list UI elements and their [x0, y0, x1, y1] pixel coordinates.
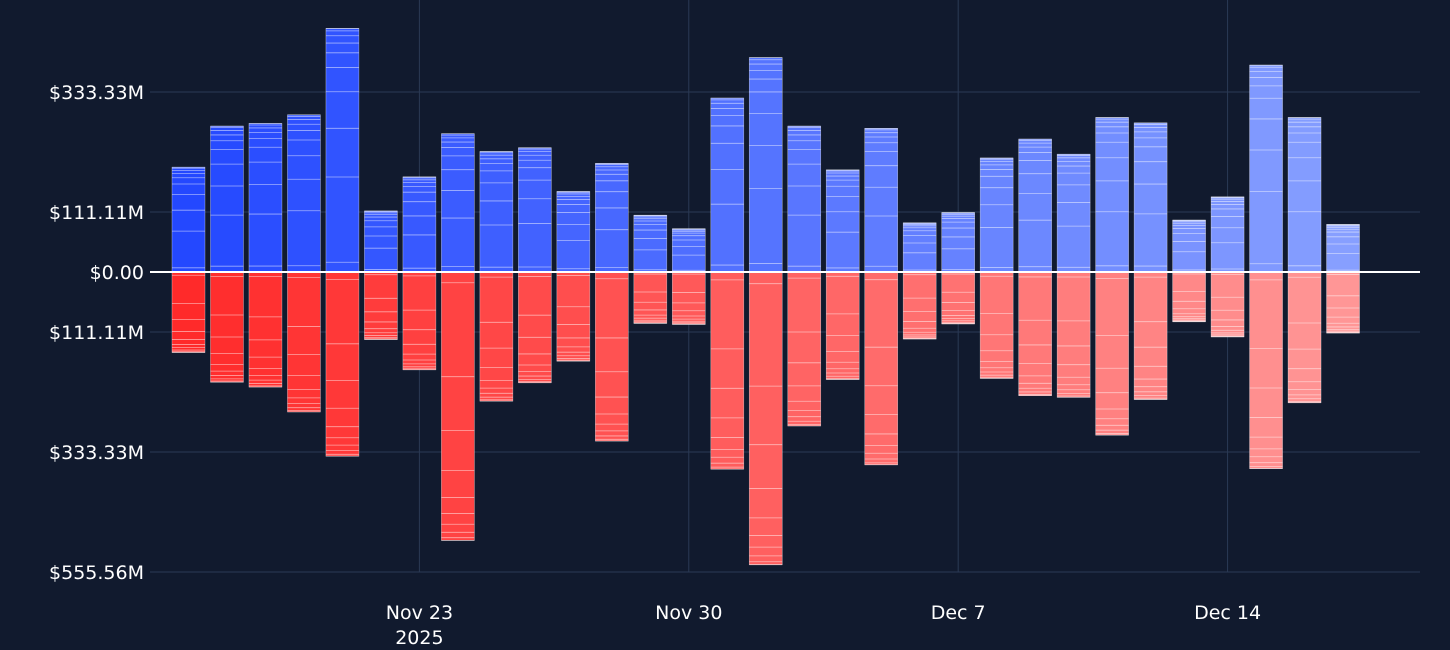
outflow-bar[interactable]	[518, 271, 552, 384]
inflow-bar[interactable]	[1095, 117, 1129, 273]
y-tick-label: $333.33M	[49, 82, 144, 104]
inflow-bar[interactable]	[479, 151, 514, 273]
inflow-bar[interactable]	[979, 157, 1014, 273]
x-tick-label: Nov 23	[386, 602, 453, 624]
y-axis-ticks: $333.33M $111.11M $0.00 $111.11M $333.33M $55…	[49, 82, 144, 584]
inflow-bar[interactable]	[902, 222, 937, 273]
outflow-bar[interactable]	[787, 271, 822, 427]
y-tick-label: $111.11M	[49, 322, 144, 344]
inflow-bar[interactable]	[864, 128, 899, 273]
inflow-bar[interactable]	[595, 163, 629, 273]
outflow-bar[interactable]	[1172, 271, 1206, 322]
outflow-bar[interactable]	[1326, 271, 1360, 334]
inflow-bar[interactable]	[1056, 153, 1091, 273]
outflow-bar[interactable]	[671, 271, 706, 325]
inflow-bar[interactable]	[287, 114, 321, 273]
outflow-bar[interactable]	[825, 271, 860, 380]
outflow-bar[interactable]	[1287, 271, 1322, 403]
outflow-bar[interactable]	[441, 271, 475, 541]
inflow-bar[interactable]	[556, 191, 591, 273]
outflow-bar[interactable]	[556, 271, 591, 362]
inflow-bar[interactable]	[364, 210, 398, 273]
outflow-bar[interactable]	[364, 271, 398, 340]
x-tick-year-label: 2025	[395, 627, 443, 649]
outflow-bar[interactable]	[1095, 271, 1129, 436]
inflow-bar[interactable]	[248, 123, 283, 273]
inflow-bar[interactable]	[1018, 138, 1052, 273]
x-tick-label: Dec 7	[931, 602, 986, 624]
outflow-bar[interactable]	[479, 271, 514, 402]
inflow-bar[interactable]	[787, 125, 822, 273]
inflow-bar[interactable]	[441, 133, 475, 273]
inflow-bar[interactable]	[1133, 122, 1168, 273]
outflow-bar[interactable]	[710, 271, 745, 470]
outflow-bar[interactable]	[902, 271, 937, 340]
outflow-bar[interactable]	[171, 271, 206, 353]
inflow-bar[interactable]	[941, 212, 975, 273]
outflow-bar[interactable]	[1056, 271, 1091, 398]
inflow-bar[interactable]	[1210, 196, 1245, 273]
inflow-bar[interactable]	[1172, 219, 1206, 273]
y-tick-label: $555.56M	[49, 562, 144, 584]
outflow-bar[interactable]	[325, 271, 360, 457]
inflow-bar[interactable]	[210, 125, 244, 273]
outflow-bar[interactable]	[402, 271, 437, 371]
outflow-bar[interactable]	[979, 271, 1014, 379]
outflow-bar[interactable]	[1249, 271, 1283, 469]
bars	[171, 28, 1360, 566]
inflow-bar[interactable]	[1287, 117, 1322, 273]
inflow-bar[interactable]	[1326, 224, 1360, 273]
inflow-bar[interactable]	[171, 166, 206, 273]
inflow-bar[interactable]	[633, 214, 668, 273]
outflow-bar[interactable]	[1210, 271, 1245, 338]
y-tick-label: $111.11M	[49, 202, 144, 224]
outflow-bar[interactable]	[287, 271, 321, 413]
inflow-bar[interactable]	[402, 176, 437, 273]
inflow-bar[interactable]	[825, 169, 860, 273]
outflow-bar[interactable]	[864, 271, 899, 466]
outflow-bar[interactable]	[210, 271, 244, 383]
inflow-bar[interactable]	[748, 57, 783, 273]
outflow-bar[interactable]	[248, 271, 283, 388]
inflow-bar[interactable]	[518, 147, 552, 273]
outflow-bar[interactable]	[941, 271, 975, 325]
x-axis-ticks: Nov 23 2025 Nov 30 Dec 7 Dec 14	[386, 602, 1261, 649]
inflow-bar[interactable]	[325, 28, 360, 273]
x-tick-label: Nov 30	[655, 602, 722, 624]
outflow-bar[interactable]	[748, 271, 783, 565]
outflow-bar[interactable]	[633, 271, 668, 324]
y-tick-label: $0.00	[90, 262, 144, 284]
x-tick-label: Dec 14	[1194, 602, 1261, 624]
inflow-bar[interactable]	[1249, 64, 1283, 273]
outflow-bar[interactable]	[1018, 271, 1052, 396]
inflow-bar[interactable]	[671, 228, 706, 273]
inflow-bar[interactable]	[710, 97, 745, 273]
y-tick-label: $333.33M	[49, 442, 144, 464]
outflow-bar[interactable]	[595, 271, 629, 442]
outflow-bar[interactable]	[1133, 271, 1168, 400]
